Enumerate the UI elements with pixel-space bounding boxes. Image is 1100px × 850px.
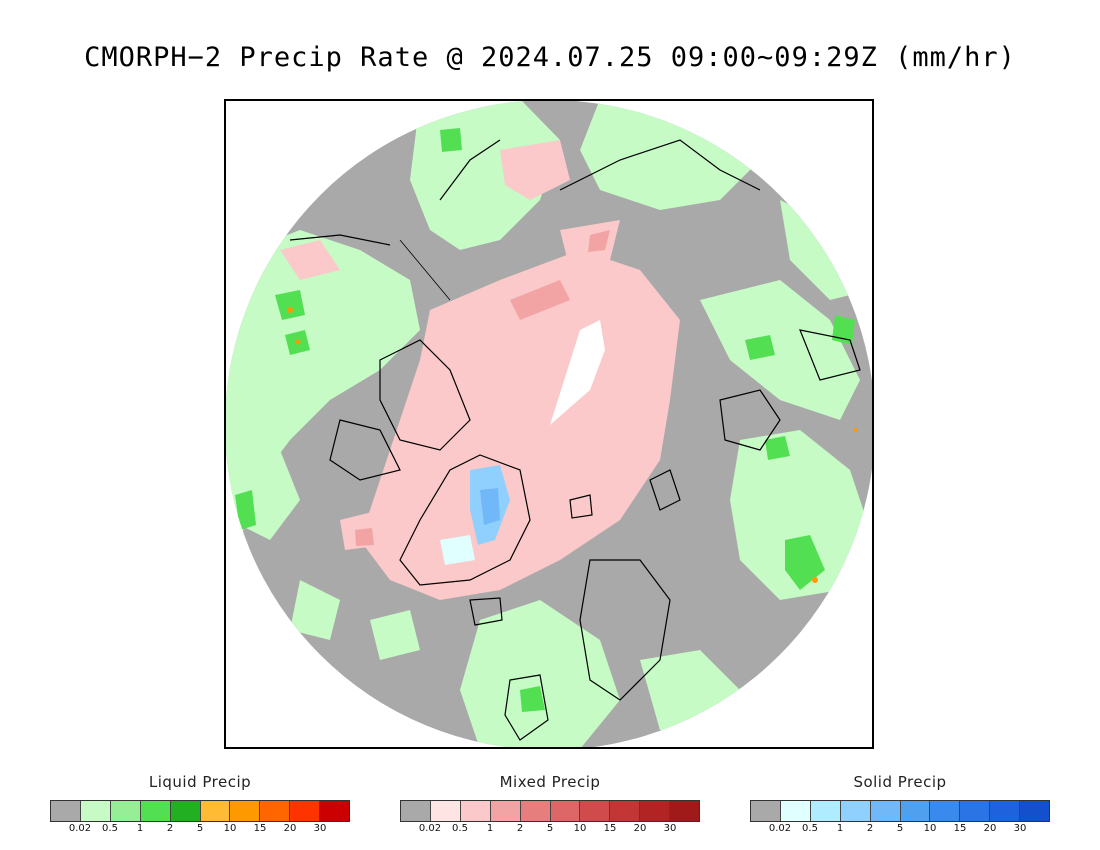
legend-liquid-tick: 30 xyxy=(313,823,327,834)
legend-solid-swatch xyxy=(870,801,901,821)
legend-solid-swatch xyxy=(751,801,781,821)
legend-solid-bar xyxy=(750,800,1050,822)
legend-mixed-swatch xyxy=(401,801,431,821)
legend-liquid-tick: 1 xyxy=(136,823,144,834)
legend-mixed-tick: 0.5 xyxy=(452,823,468,834)
legend-mixed-swatch xyxy=(490,801,521,821)
legend-mixed-tick: 1 xyxy=(486,823,494,834)
legend-solid-swatch xyxy=(900,801,931,821)
legend-liquid-swatch xyxy=(170,801,201,821)
border-line xyxy=(399,239,451,301)
legend-solid-tick: 0.5 xyxy=(802,823,818,834)
legend-liquid-tick: 20 xyxy=(283,823,297,834)
legend-solid-title: Solid Precip xyxy=(853,773,947,791)
legend-liquid-tick: 0.02 xyxy=(68,823,92,834)
legend-mixed-bar xyxy=(400,800,700,822)
legend-mixed-ticks: 0.02 0.5 1 2 5 10 15 20 30 xyxy=(400,823,700,837)
legend-solid-tick: 10 xyxy=(923,823,937,834)
polar-precip-map xyxy=(224,99,874,749)
legend-solid-tick: 15 xyxy=(953,823,967,834)
liquid-precip-heavy xyxy=(287,307,858,583)
legend-solid-tick: 2 xyxy=(866,823,874,834)
legend-mixed-tick: 10 xyxy=(573,823,587,834)
precip-map-svg xyxy=(226,101,872,747)
legend-mixed-swatch xyxy=(430,801,461,821)
legend-liquid-swatch xyxy=(290,801,321,821)
solid-precip xyxy=(440,465,510,565)
coastlines xyxy=(289,139,861,741)
legend-solid-swatch xyxy=(780,801,811,821)
legend-solid: Solid Precip 0.02 0.5 1 2 5 10 15 20 30 xyxy=(750,772,1050,837)
legend-solid-swatch xyxy=(990,801,1021,821)
map-title: CMORPH−2 Precip Rate @ 2024.07.25 09:00~… xyxy=(84,42,1016,73)
legend-liquid-swatch xyxy=(260,801,291,821)
legend-solid-swatch xyxy=(930,801,961,821)
legend-liquid-title: Liquid Precip xyxy=(148,773,252,791)
legend-mixed-swatch xyxy=(520,801,551,821)
legend-liquid-tick: 0.5 xyxy=(102,823,118,834)
legend-solid-ticks: 0.02 0.5 1 2 5 10 15 20 30 xyxy=(750,823,1050,837)
legend-liquid-tick: 5 xyxy=(196,823,204,834)
legend-solid-swatch xyxy=(1020,801,1050,821)
mixed-precip-moderate xyxy=(355,230,610,546)
legend-mixed-title: Mixed Precip xyxy=(499,773,601,791)
legend-liquid-swatch xyxy=(200,801,231,821)
legend-mixed-swatch xyxy=(580,801,611,821)
legend-solid-swatch xyxy=(960,801,991,821)
legend-liquid-swatch xyxy=(140,801,171,821)
legend-liquid-swatch xyxy=(51,801,81,821)
legend-liquid-bar xyxy=(50,800,350,822)
legend-solid-swatch xyxy=(840,801,871,821)
legend-liquid: Liquid Precip 0.02 0.5 1 2 5 10 15 20 30 xyxy=(50,772,350,837)
legend-mixed: Mixed Precip 0.02 0.5 1 2 5 10 15 20 30 xyxy=(400,772,700,837)
legend-mixed-tick: 20 xyxy=(633,823,647,834)
legend-mixed-tick: 2 xyxy=(516,823,524,834)
legend-liquid-swatch xyxy=(80,801,111,821)
legend-mixed-swatch xyxy=(670,801,700,821)
legend-solid-tick: 20 xyxy=(983,823,997,834)
legend-mixed-swatch xyxy=(640,801,671,821)
legend-mixed-tick: 0.02 xyxy=(418,823,442,834)
no-data-wedge xyxy=(550,320,605,425)
legend-liquid-swatch xyxy=(110,801,141,821)
legend-solid-tick: 1 xyxy=(836,823,844,834)
legend-solid-tick: 0.02 xyxy=(768,823,792,834)
legend-solid-tick: 30 xyxy=(1013,823,1027,834)
legend-mixed-swatch xyxy=(610,801,641,821)
map-disk xyxy=(226,101,872,747)
legend-mixed-swatch xyxy=(550,801,581,821)
legend-mixed-swatch xyxy=(460,801,491,821)
legend-solid-tick: 5 xyxy=(896,823,904,834)
legend-mixed-tick: 30 xyxy=(663,823,677,834)
legend-liquid-swatch xyxy=(320,801,350,821)
legend-liquid-swatch xyxy=(230,801,261,821)
legend-mixed-tick: 5 xyxy=(546,823,554,834)
legend-mixed-tick: 15 xyxy=(603,823,617,834)
legend-solid-swatch xyxy=(810,801,841,821)
legend-liquid-ticks: 0.02 0.5 1 2 5 10 15 20 30 xyxy=(50,823,350,837)
legend-liquid-tick: 10 xyxy=(223,823,237,834)
legend-liquid-tick: 15 xyxy=(253,823,267,834)
legend-liquid-tick: 2 xyxy=(166,823,174,834)
